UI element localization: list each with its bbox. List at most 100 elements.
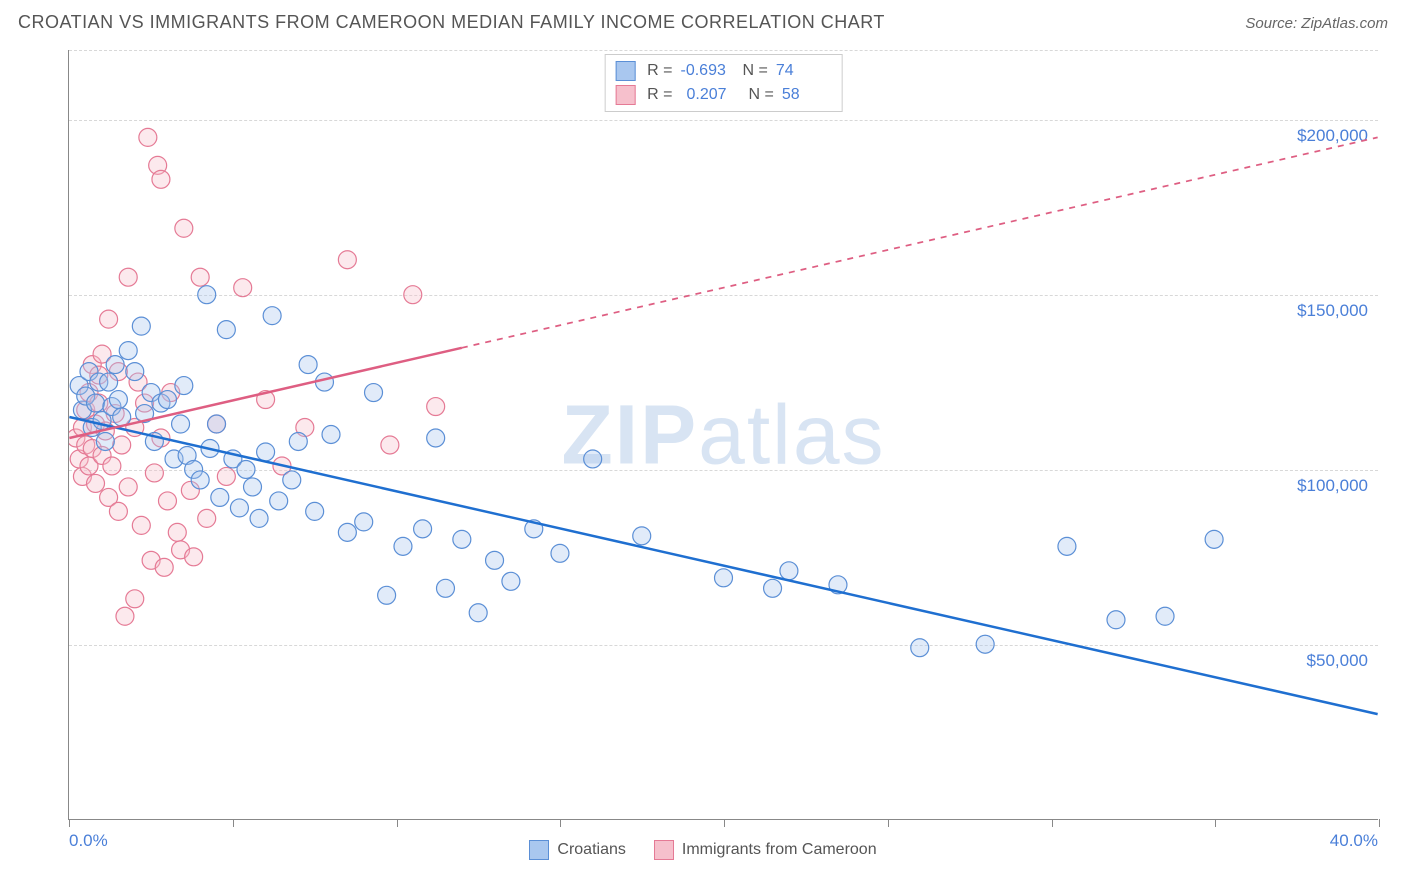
data-point bbox=[168, 523, 186, 541]
data-point bbox=[230, 499, 248, 517]
data-point bbox=[427, 398, 445, 416]
data-point bbox=[469, 604, 487, 622]
data-point bbox=[185, 548, 203, 566]
legend-item-2: Immigrants from Cameroon bbox=[654, 840, 877, 860]
legend-item-1: Croatians bbox=[529, 840, 625, 860]
data-point bbox=[250, 509, 268, 527]
data-point bbox=[306, 502, 324, 520]
data-point bbox=[87, 474, 105, 492]
trend-line bbox=[69, 348, 461, 438]
data-point bbox=[113, 436, 131, 454]
data-point bbox=[263, 307, 281, 325]
source-label: Source: bbox=[1245, 15, 1301, 32]
n-label-1: N = bbox=[743, 59, 768, 83]
data-point bbox=[486, 551, 504, 569]
legend-stats-row-1: R = -0.693 N = 74 bbox=[615, 59, 832, 83]
data-point bbox=[911, 639, 929, 657]
r-value-1: -0.693 bbox=[681, 59, 731, 83]
n-value-1: 74 bbox=[776, 59, 826, 83]
data-point bbox=[172, 415, 190, 433]
legend-stats-box: R = -0.693 N = 74 R = 0.207 N = 58 bbox=[604, 54, 843, 112]
source: Source: ZipAtlas.com bbox=[1245, 15, 1388, 32]
data-point bbox=[764, 579, 782, 597]
data-point bbox=[198, 509, 216, 527]
data-point bbox=[100, 310, 118, 328]
data-point bbox=[1058, 537, 1076, 555]
data-point bbox=[119, 342, 137, 360]
data-point bbox=[217, 467, 235, 485]
data-point bbox=[191, 471, 209, 489]
data-point bbox=[96, 433, 114, 451]
data-point bbox=[338, 251, 356, 269]
data-point bbox=[584, 450, 602, 468]
data-point bbox=[1156, 607, 1174, 625]
data-point bbox=[175, 377, 193, 395]
data-point bbox=[109, 391, 127, 409]
data-point bbox=[780, 562, 798, 580]
data-point bbox=[1107, 611, 1125, 629]
data-point bbox=[87, 394, 105, 412]
data-point bbox=[198, 286, 216, 304]
data-point bbox=[217, 321, 235, 339]
data-point bbox=[100, 373, 118, 391]
data-point bbox=[715, 569, 733, 587]
data-point bbox=[270, 492, 288, 510]
data-point bbox=[502, 572, 520, 590]
data-point bbox=[414, 520, 432, 538]
legend-label-2: Immigrants from Cameroon bbox=[682, 841, 877, 859]
data-point bbox=[158, 391, 176, 409]
data-point bbox=[381, 436, 399, 454]
data-point bbox=[191, 268, 209, 286]
data-point bbox=[338, 523, 356, 541]
data-point bbox=[132, 317, 150, 335]
data-point bbox=[126, 590, 144, 608]
data-point bbox=[152, 170, 170, 188]
data-point bbox=[126, 363, 144, 381]
r-value-2: 0.207 bbox=[681, 83, 737, 107]
data-point bbox=[119, 268, 137, 286]
data-point bbox=[976, 635, 994, 653]
data-point bbox=[175, 219, 193, 237]
data-point bbox=[283, 471, 301, 489]
data-point bbox=[427, 429, 445, 447]
data-point bbox=[551, 544, 569, 562]
n-label-2: N = bbox=[749, 83, 774, 107]
data-point bbox=[289, 433, 307, 451]
data-point bbox=[106, 356, 124, 374]
plot-region: ZIPatlas R = -0.693 N = 74 R = 0.207 N =… bbox=[68, 50, 1378, 820]
data-point bbox=[436, 579, 454, 597]
legend-stats-row-2: R = 0.207 N = 58 bbox=[615, 83, 832, 107]
trend-line bbox=[69, 417, 1377, 714]
source-name: ZipAtlas.com bbox=[1301, 15, 1388, 32]
data-point bbox=[355, 513, 373, 531]
data-point bbox=[322, 426, 340, 444]
data-point bbox=[394, 537, 412, 555]
data-point bbox=[145, 464, 163, 482]
n-value-2: 58 bbox=[782, 83, 832, 107]
data-point bbox=[244, 478, 262, 496]
legend-swatch-series-1 bbox=[615, 61, 635, 81]
legend-swatch-series-2 bbox=[615, 85, 635, 105]
data-point bbox=[158, 492, 176, 510]
data-point bbox=[237, 460, 255, 478]
data-point bbox=[378, 586, 396, 604]
legend-label-1: Croatians bbox=[557, 841, 625, 859]
legend-swatch-2-icon bbox=[654, 840, 674, 860]
data-point bbox=[116, 607, 134, 625]
data-point bbox=[139, 128, 157, 146]
data-point bbox=[109, 502, 127, 520]
data-point bbox=[633, 527, 651, 545]
r-label-2: R = bbox=[647, 83, 672, 107]
data-point bbox=[103, 457, 121, 475]
data-point bbox=[453, 530, 471, 548]
chart-title: CROATIAN VS IMMIGRANTS FROM CAMEROON MED… bbox=[18, 12, 885, 33]
data-point bbox=[211, 488, 229, 506]
data-point bbox=[299, 356, 317, 374]
data-point bbox=[1205, 530, 1223, 548]
data-point bbox=[119, 478, 137, 496]
plot-svg bbox=[69, 50, 1378, 819]
trend-line-dashed bbox=[462, 137, 1378, 347]
r-label-1: R = bbox=[647, 59, 672, 83]
legend-swatch-1-icon bbox=[529, 840, 549, 860]
data-point bbox=[155, 558, 173, 576]
